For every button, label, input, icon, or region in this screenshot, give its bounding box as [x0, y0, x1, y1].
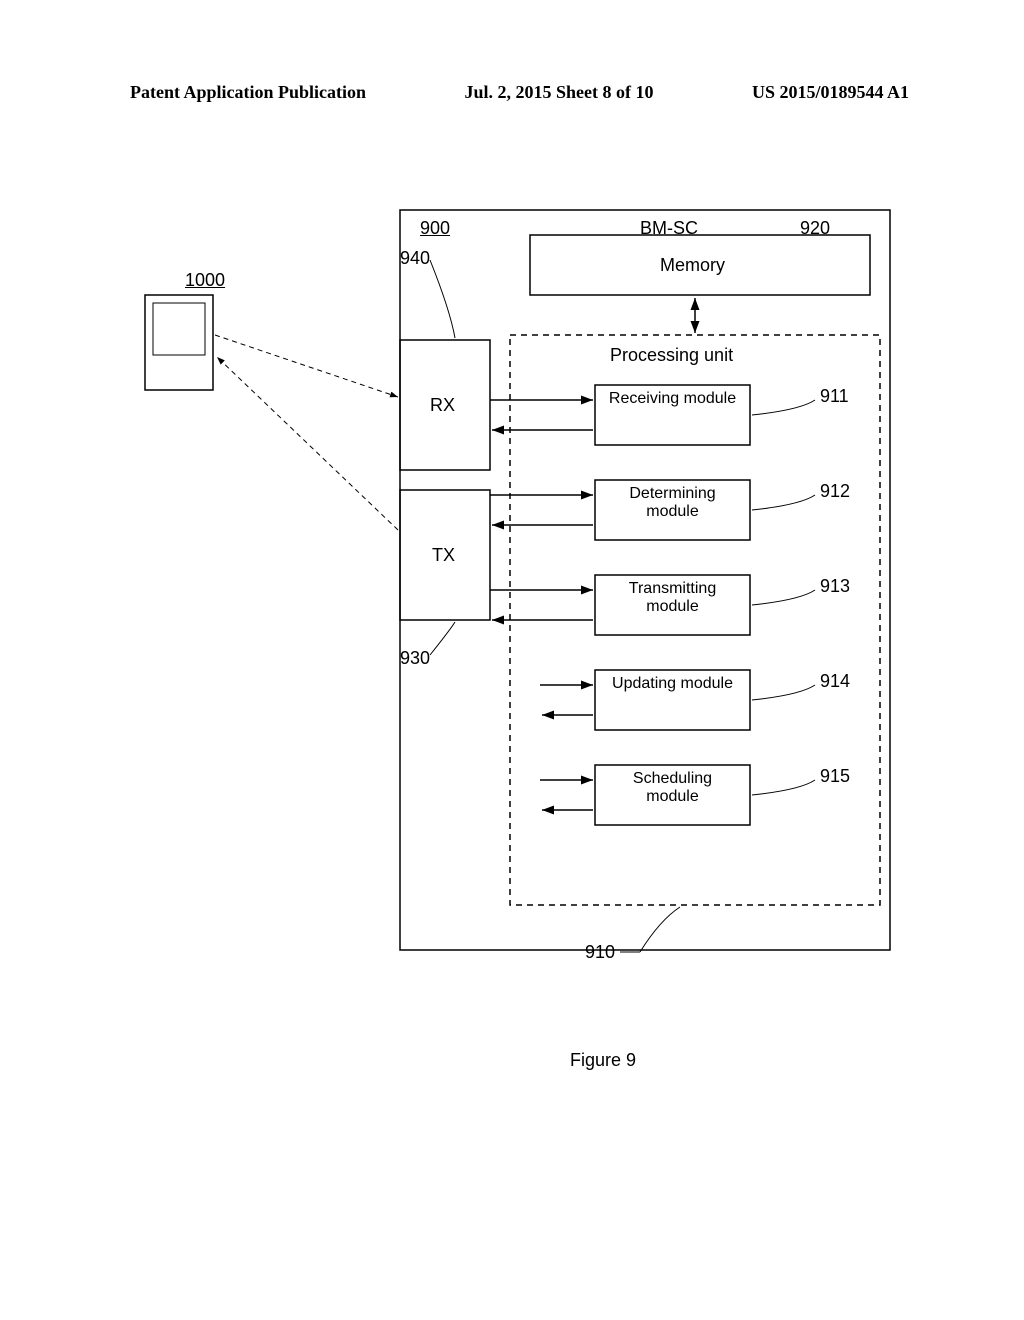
- mod0-leader: [752, 400, 815, 415]
- mod1-leader: [752, 495, 815, 510]
- external-ref: 1000: [185, 270, 225, 291]
- ext-to-rx: [215, 335, 398, 397]
- memory-ref: 920: [800, 218, 830, 239]
- bmsc-ref: 900: [420, 218, 450, 239]
- pu-leader: [640, 907, 680, 952]
- module-label-0: Receiving module: [605, 390, 740, 408]
- tx-label: TX: [432, 545, 455, 566]
- page-header: Patent Application Publication Jul. 2, 2…: [0, 82, 1024, 103]
- pu-ref: 910: [585, 942, 615, 963]
- tx-leader: [430, 622, 455, 655]
- module-ref-2: 913: [820, 576, 850, 597]
- tx-to-ext: [217, 357, 398, 530]
- header-left: Patent Application Publication: [130, 82, 366, 103]
- module-ref-1: 912: [820, 481, 850, 502]
- rx-label: RX: [430, 395, 455, 416]
- mod2-leader: [752, 590, 815, 605]
- figure-caption: Figure 9: [570, 1050, 636, 1071]
- mod3-leader: [752, 685, 815, 700]
- module-ref-0: 911: [820, 386, 849, 407]
- header-right: US 2015/0189544 A1: [752, 82, 909, 103]
- module-label-4: Scheduling module: [605, 770, 740, 807]
- rx-leader: [430, 260, 455, 338]
- external-node-inner: [153, 303, 205, 355]
- diagram-svg: [100, 200, 920, 1020]
- pu-label: Processing unit: [610, 345, 733, 366]
- external-node-box: [145, 295, 213, 390]
- module-ref-4: 915: [820, 766, 850, 787]
- module-label-3: Updating module: [605, 675, 740, 693]
- mod4-leader: [752, 780, 815, 795]
- module-ref-3: 914: [820, 671, 850, 692]
- memory-label: Memory: [660, 255, 725, 276]
- module-label-1: Determining module: [605, 485, 740, 522]
- bmsc-title: BM-SC: [640, 218, 698, 239]
- rx-ref: 940: [400, 248, 430, 269]
- module-label-2: Transmitting module: [605, 580, 740, 617]
- header-center: Jul. 2, 2015 Sheet 8 of 10: [465, 82, 654, 103]
- figure-area: 900 BM-SC 920 Memory 1000 940 RX TX 930 …: [100, 200, 920, 1020]
- tx-ref: 930: [400, 648, 430, 669]
